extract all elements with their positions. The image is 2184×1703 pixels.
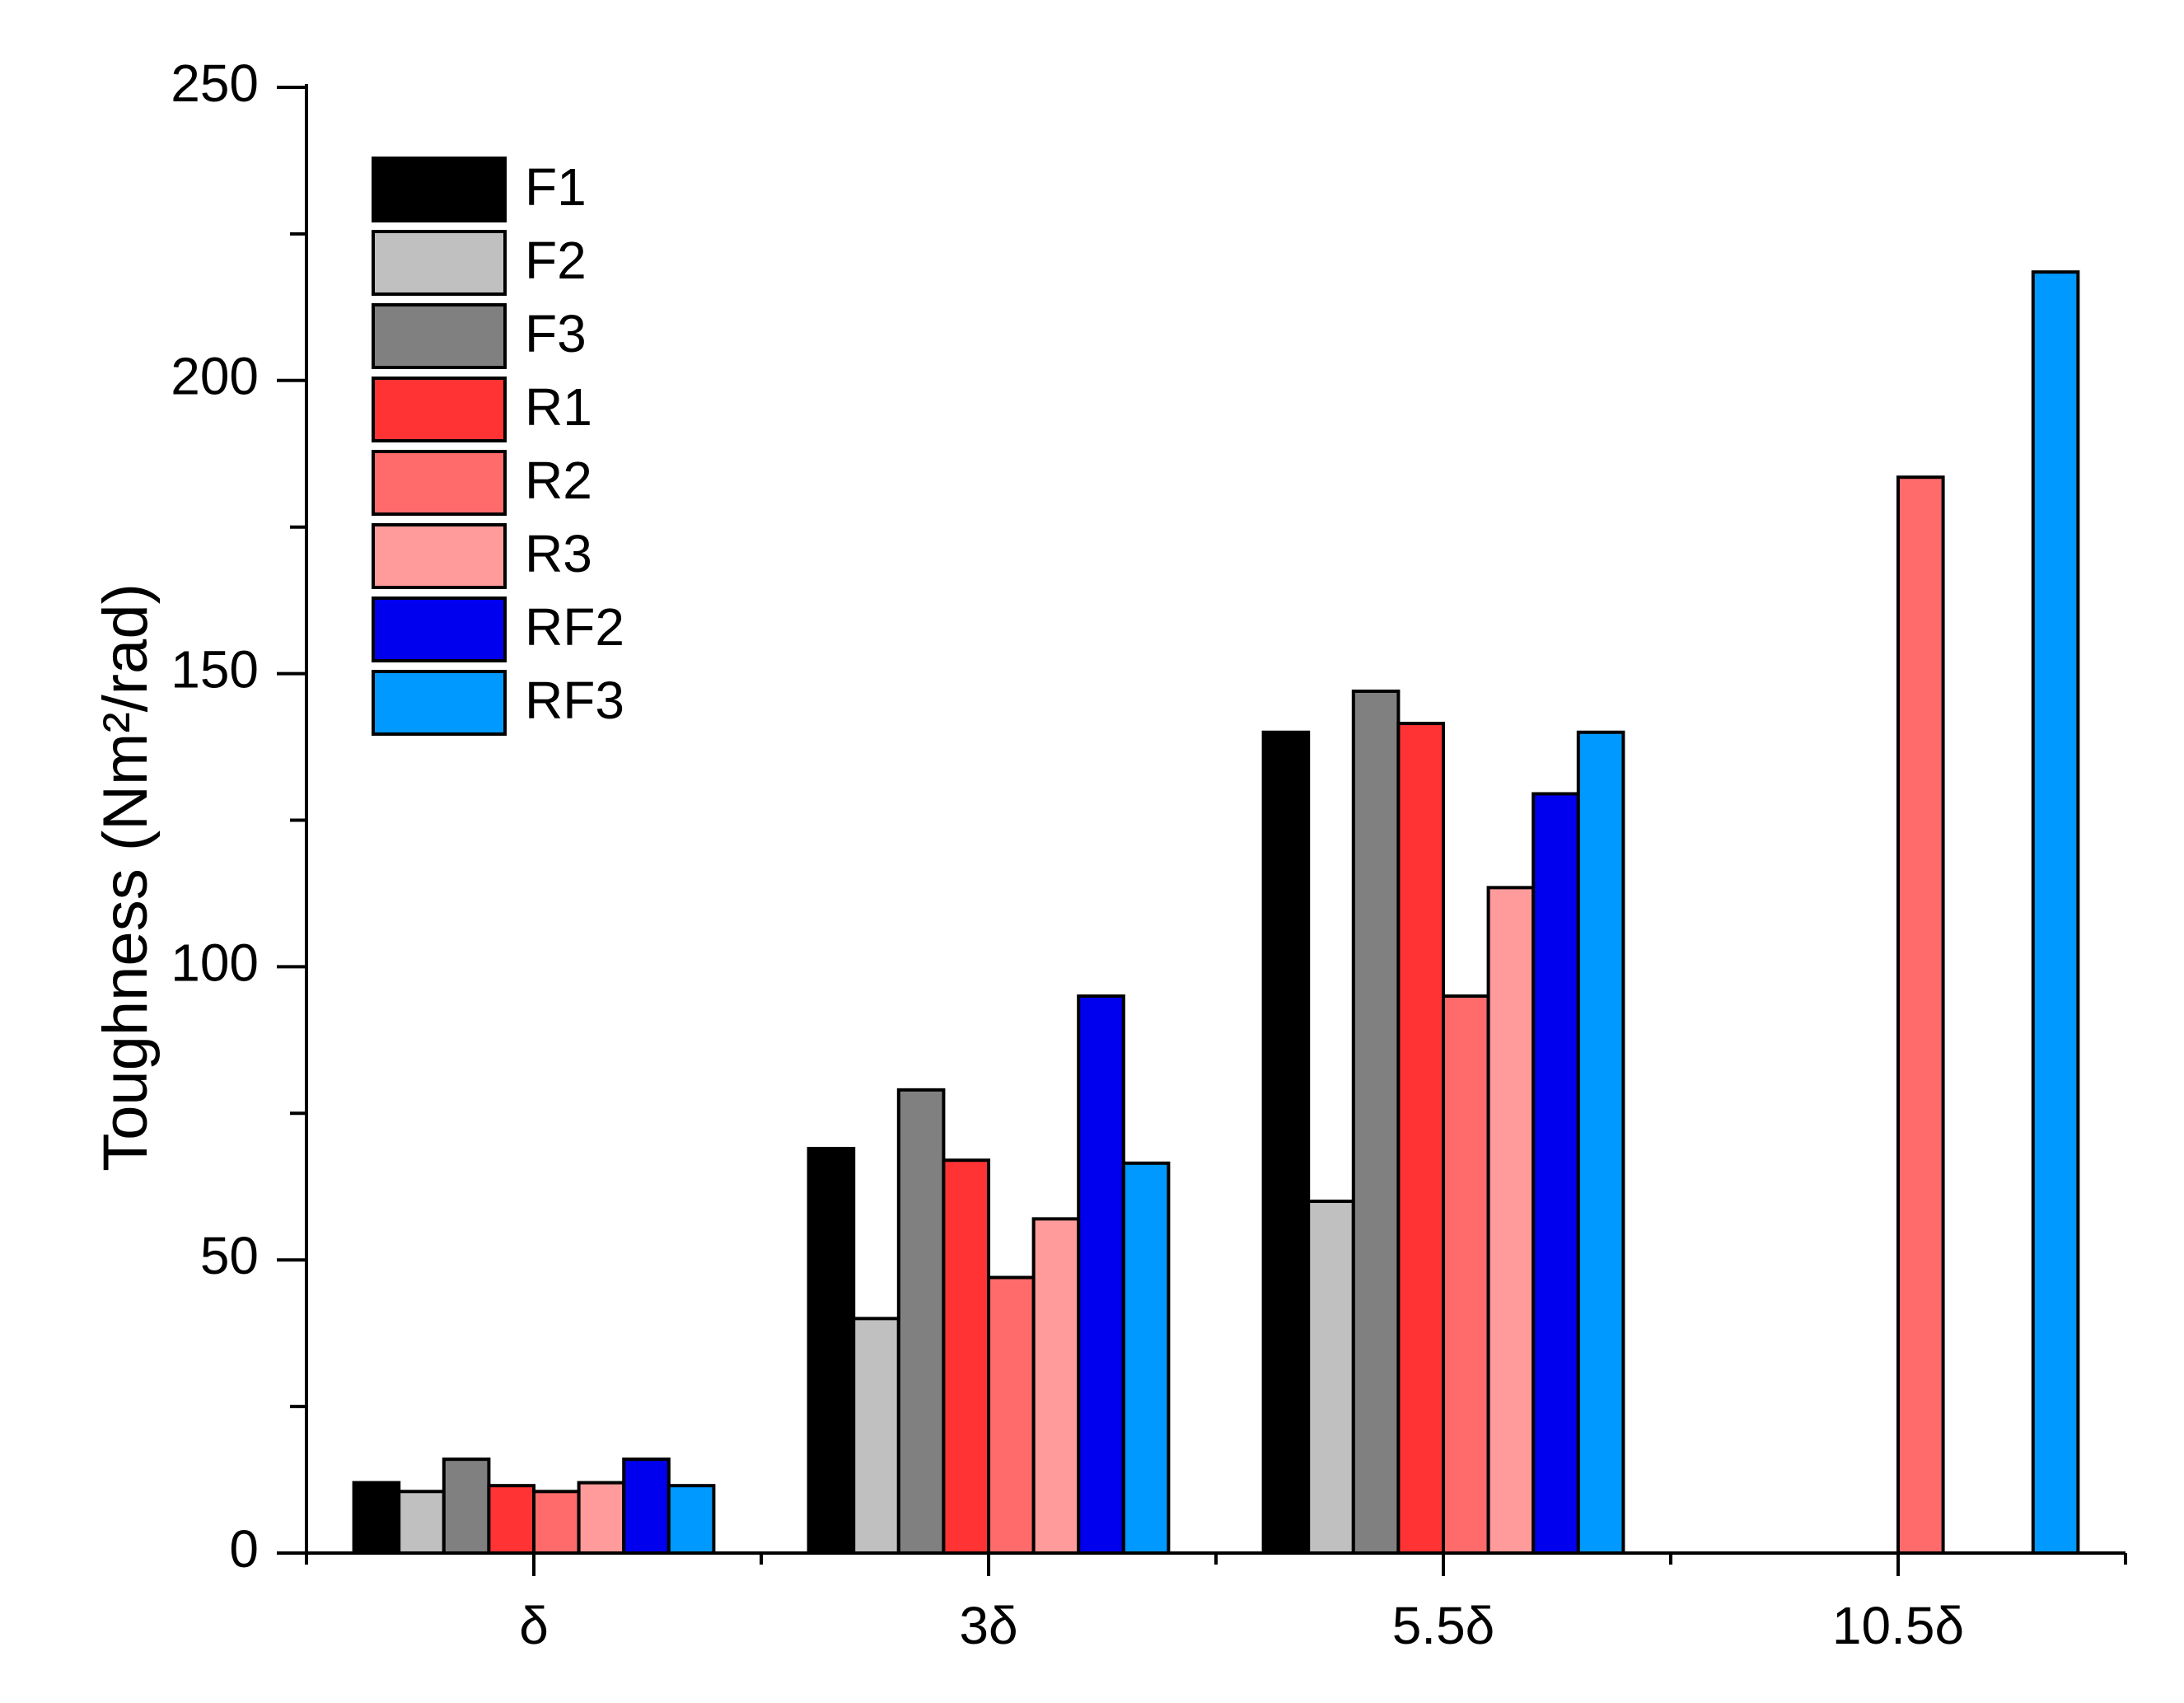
bar-f1-2	[1261, 730, 1311, 1555]
bar-r3-1	[1031, 1217, 1081, 1555]
x-tick-label: δ	[519, 1596, 549, 1655]
y-tick-label: 0	[229, 1519, 259, 1579]
bar-rf2-2	[1532, 792, 1580, 1555]
legend-swatch-rf2	[372, 597, 507, 662]
bar-r2-0	[532, 1490, 581, 1555]
bar-f2-2	[1307, 1200, 1355, 1556]
legend-swatch-rf3	[372, 670, 507, 736]
legend-swatch-f3	[372, 303, 507, 369]
x-tick-label: 10.5δ	[1832, 1596, 1964, 1655]
legend-label-rf3: RF3	[525, 671, 624, 730]
bar-r2-3	[1896, 475, 1945, 1555]
bar-r2-1	[987, 1275, 1036, 1555]
y-tick-label: 50	[200, 1226, 259, 1285]
bar-r3-0	[577, 1481, 626, 1556]
legend-label-rf2: RF2	[525, 597, 624, 657]
y-tick-label: 200	[171, 347, 259, 406]
bar-r3-2	[1486, 886, 1536, 1555]
legend-label-f2: F2	[525, 231, 587, 290]
bar-r1-2	[1396, 722, 1446, 1555]
bar-f1-0	[352, 1481, 401, 1556]
legend-swatch-r3	[372, 523, 507, 589]
legend-swatch-f1	[372, 157, 507, 222]
legend-swatch-r2	[372, 450, 507, 516]
legend-label-r1: R1	[525, 377, 592, 437]
legend-swatch-f2	[372, 230, 507, 296]
y-tick-label: 150	[171, 640, 259, 699]
bar-rf3-2	[1576, 730, 1625, 1555]
x-tick-label: 3δ	[959, 1596, 1017, 1655]
y-axis-title: Toughness (Nm²/rad)	[91, 583, 161, 1172]
bars-group	[352, 270, 2080, 1556]
axes-group: 0 50 100 150 200 250 δ 3δ 5.5δ 10.5δ	[171, 54, 2127, 1655]
bar-rf3-1	[1121, 1161, 1171, 1555]
bar-f3-1	[896, 1088, 946, 1556]
bar-r1-0	[487, 1484, 536, 1556]
bar-f2-1	[852, 1317, 900, 1555]
bar-r2-2	[1442, 994, 1490, 1555]
legend: F1 F2 F3 R1 R2 R3 RF2 RF3	[372, 157, 624, 736]
legend-label-r2: R2	[525, 451, 592, 510]
bar-f2-0	[397, 1490, 446, 1555]
y-axis-title-text: Toughness (Nm²/rad)	[91, 583, 161, 1172]
legend-label-f3: F3	[525, 304, 587, 363]
bar-rf3-3	[2031, 270, 2080, 1555]
bar-rf3-0	[666, 1484, 716, 1556]
legend-label-r3: R3	[525, 524, 592, 583]
bar-f3-0	[442, 1457, 491, 1556]
bar-f3-2	[1351, 689, 1401, 1555]
y-tick-label: 250	[171, 54, 259, 113]
bar-rf2-1	[1077, 994, 1125, 1555]
y-tick-label: 100	[171, 933, 259, 992]
x-tick-label: 5.5δ	[1392, 1596, 1495, 1655]
bar-r1-1	[942, 1158, 991, 1556]
bar-rf2-0	[622, 1457, 671, 1556]
legend-swatch-r1	[372, 377, 507, 442]
legend-label-f1: F1	[525, 157, 587, 217]
bar-f1-1	[807, 1146, 856, 1555]
